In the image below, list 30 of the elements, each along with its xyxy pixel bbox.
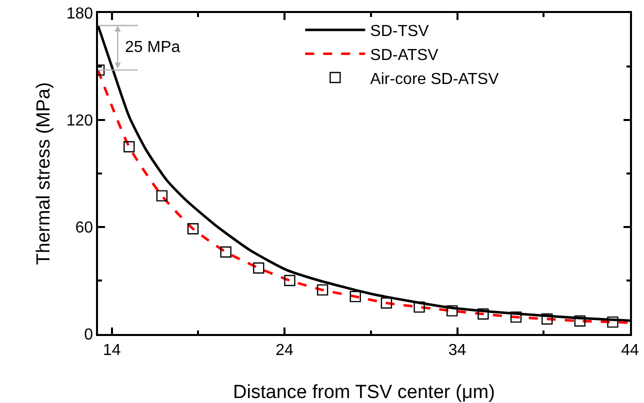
point <box>284 274 296 286</box>
point <box>156 190 168 202</box>
y-tick-label: 60 <box>75 220 94 237</box>
point <box>541 313 553 325</box>
x-tick-label: 34 <box>448 342 466 359</box>
point <box>350 290 361 302</box>
point <box>414 301 425 313</box>
y-axis-title: Thermal stress (MPa) <box>34 82 54 265</box>
x-tick-label: 14 <box>102 342 121 359</box>
point <box>123 141 135 152</box>
point <box>316 284 328 296</box>
point <box>253 262 264 274</box>
x-tick-label: 44 <box>621 342 639 359</box>
legend-label: SD-ATSV <box>370 46 439 64</box>
point <box>187 223 199 234</box>
point <box>220 246 232 258</box>
point <box>478 308 489 320</box>
point <box>607 316 618 328</box>
point <box>510 311 522 323</box>
y-tick-label: 0 <box>84 326 94 344</box>
y-tick-label: 180 <box>66 6 94 23</box>
point <box>446 305 458 316</box>
point <box>380 297 392 309</box>
point <box>574 315 586 327</box>
x-tick-label: 24 <box>276 342 294 359</box>
x-axis-title: Distance from TSV center (μm) <box>233 382 495 403</box>
legend-label: SD-TSV <box>370 23 430 40</box>
legend-label: Air-core SD-ATSV <box>370 70 500 88</box>
y-tick-label: 120 <box>66 112 94 130</box>
annotation: 25 MPa <box>125 39 180 56</box>
